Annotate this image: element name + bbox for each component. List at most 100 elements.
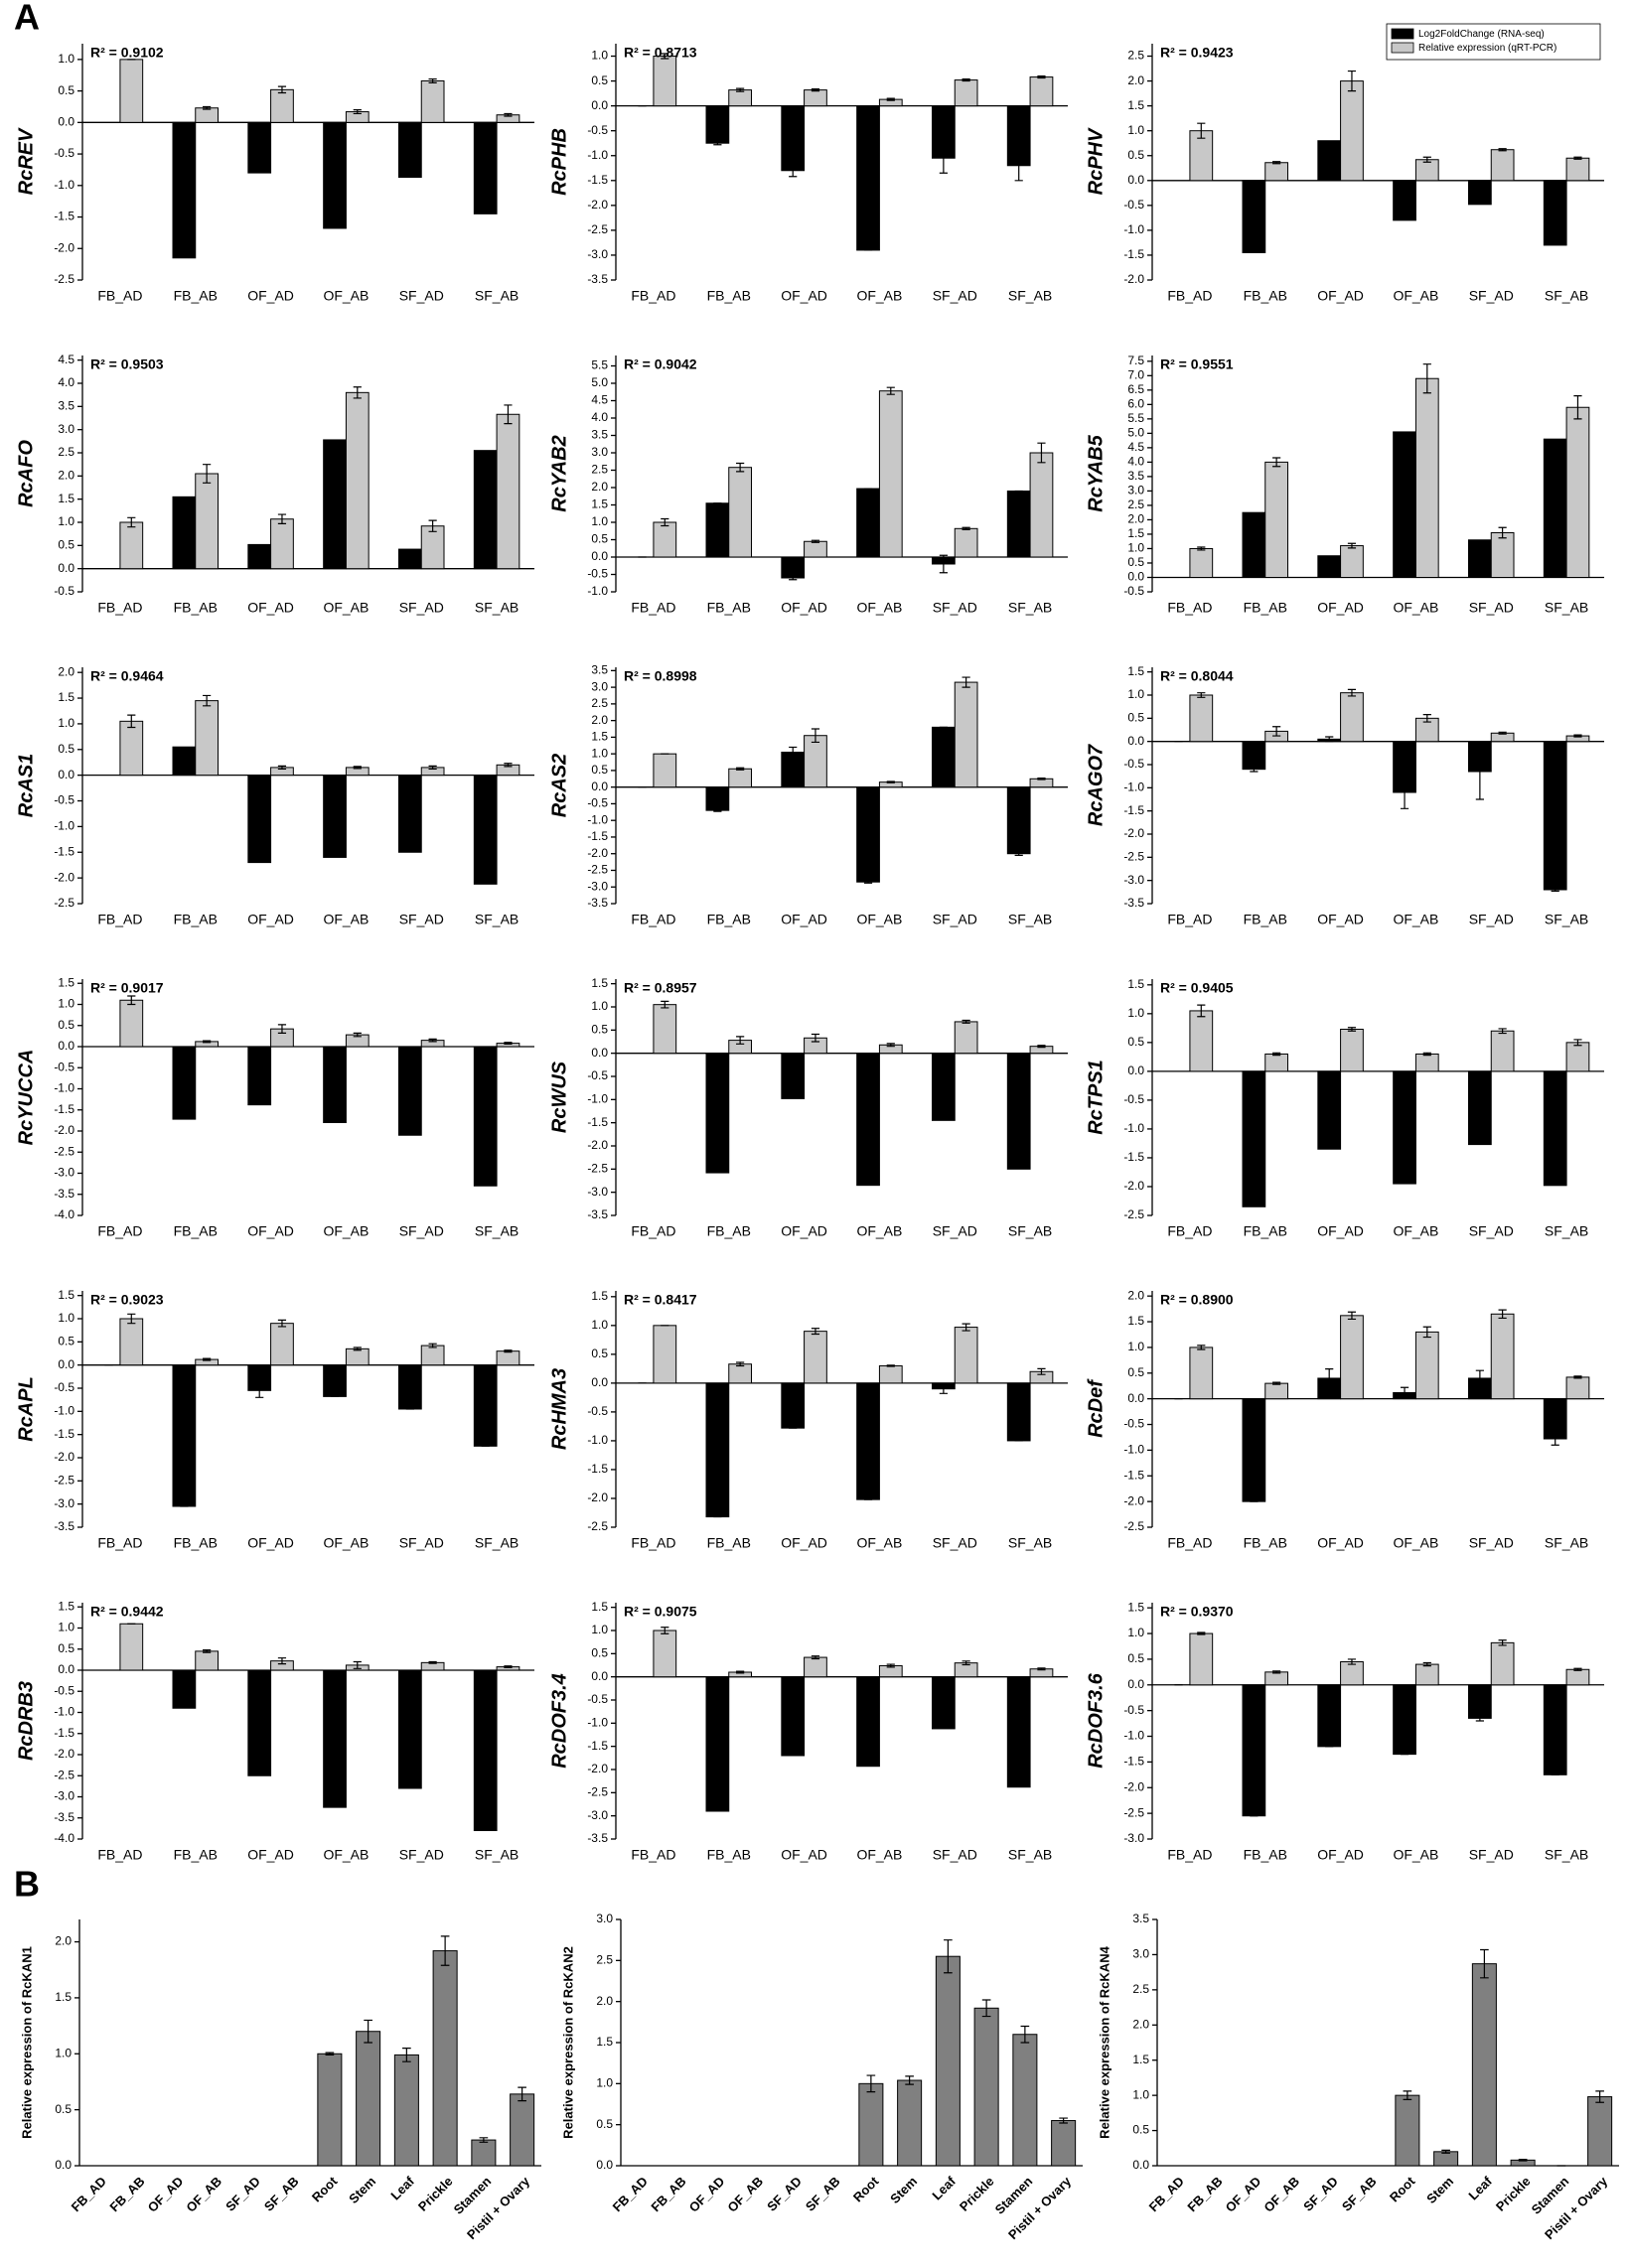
bar: [247, 1046, 272, 1106]
y-axis-label: RcDef: [1085, 1378, 1107, 1438]
bar: [1340, 1661, 1364, 1686]
bar: [1317, 1070, 1342, 1150]
x-tick-label: FB_AB: [707, 288, 751, 304]
y-tick-label: -3.0: [587, 879, 608, 893]
y-tick-label: -0.5: [1123, 198, 1144, 212]
y-tick-label: 0.5: [591, 73, 608, 87]
error-bar: [1197, 546, 1206, 551]
y-tick-label: 1.5: [58, 690, 74, 704]
x-tick-label: OF_AB: [1393, 1535, 1438, 1551]
error-bar: [504, 1665, 513, 1669]
error-bar: [1272, 1052, 1281, 1057]
y-tick-label: 2.5: [1127, 497, 1144, 511]
bar: [473, 121, 498, 214]
x-tick-label: FB_AD: [1167, 288, 1212, 304]
error-bar: [713, 141, 722, 146]
bar: [323, 439, 347, 570]
y-tick-label: -1.0: [54, 178, 74, 192]
error-bar: [1551, 1432, 1559, 1446]
error-bar: [886, 386, 895, 395]
bar: [1189, 547, 1214, 578]
y-tick-label: 0.5: [58, 538, 74, 552]
legend-box: [1386, 23, 1601, 61]
y-tick-label: 0.0: [58, 561, 74, 575]
bar: [420, 1345, 445, 1366]
y-tick-label: -3.5: [54, 1519, 74, 1533]
y-tick-label: 1.5: [1127, 1314, 1144, 1328]
bar: [1317, 1684, 1342, 1748]
x-tick-label: SF_AB: [475, 1223, 519, 1239]
y-tick-label: -2.0: [587, 846, 608, 860]
y-tick-label: 1.0: [591, 1318, 608, 1332]
bar: [172, 1046, 197, 1120]
bar: [1565, 157, 1590, 182]
y-tick-label: -1.5: [587, 1739, 608, 1753]
x-tick-label: OF_AD: [781, 1847, 827, 1863]
x-tick-label: OF_AD: [781, 912, 827, 927]
x-tick-label: OF_AD: [1317, 1847, 1364, 1863]
bar: [323, 121, 347, 229]
error-bar: [713, 808, 722, 812]
y-tick-label: 0.0: [1127, 1391, 1144, 1405]
y-tick-label: -2.5: [54, 896, 74, 910]
y-tick-label: 0.5: [1127, 1035, 1144, 1049]
x-tick-label: FB_AD: [610, 2174, 651, 2214]
y-tick-label: 0.0: [596, 2158, 613, 2172]
y-tick-label: -2.0: [1123, 272, 1144, 286]
y-tick-label: 1.0: [1127, 123, 1144, 137]
y-tick-label: -1.5: [54, 210, 74, 223]
error-bar: [1498, 1028, 1507, 1035]
x-tick-label: FB_AB: [707, 1535, 751, 1551]
bar: [317, 2053, 343, 2167]
x-tick-label: Stem: [887, 2174, 920, 2206]
error-bar: [736, 767, 745, 771]
y-axis-label: RcREV: [15, 127, 37, 195]
y-tick-label: 0.0: [58, 768, 74, 781]
y-tick-label: 0.0: [591, 1046, 608, 1060]
error-bar: [203, 105, 212, 110]
y-tick-label: 1.0: [591, 999, 608, 1013]
error-bar: [127, 714, 136, 729]
y-tick-label: 0.5: [1132, 2123, 1149, 2137]
y-tick-label: -0.5: [587, 1068, 608, 1082]
bar: [270, 518, 294, 570]
x-tick-label: FB_AB: [707, 1847, 751, 1863]
error-bar: [789, 746, 798, 759]
y-axis-label: RcAFO: [15, 440, 37, 507]
y-tick-label: 0.0: [591, 1669, 608, 1683]
bar: [323, 1364, 347, 1397]
y-tick-label: -0.5: [587, 796, 608, 810]
error-bar: [440, 1935, 450, 1966]
error-bar: [886, 97, 895, 101]
bar: [1414, 1663, 1439, 1686]
y-axis-label: Relative expression of RcKAN4: [1097, 1945, 1111, 2138]
x-tick-label: SF_AB: [1545, 1535, 1588, 1551]
y-axis-label: RcDRB3: [15, 1681, 37, 1761]
error-bar: [886, 1663, 895, 1668]
error-bar: [353, 1032, 362, 1038]
x-tick-label: FB_AB: [648, 2174, 688, 2214]
bar: [172, 121, 197, 259]
error-bar: [428, 519, 437, 532]
error-bar: [1272, 726, 1281, 737]
error-bar: [1347, 1027, 1357, 1032]
y-tick-label: -2.0: [54, 240, 74, 254]
bar: [1565, 1376, 1590, 1400]
bar: [1490, 532, 1515, 578]
error-bar: [203, 1357, 212, 1361]
x-tick-label: SF_AD: [1469, 912, 1514, 927]
annotation: R² = 0.8417: [624, 1292, 697, 1308]
error-bar: [1400, 776, 1409, 809]
x-tick-label: FB_AD: [631, 288, 675, 304]
y-tick-label: 6.5: [1127, 382, 1144, 396]
y-tick-label: -2.5: [587, 1162, 608, 1176]
error-bar: [1422, 363, 1431, 394]
x-tick-label: OF_AB: [183, 2174, 224, 2215]
error-bar: [402, 2048, 411, 2062]
bar: [856, 105, 880, 251]
y-tick-label: -3.0: [1123, 1831, 1144, 1845]
x-tick-label: FB_AD: [69, 2174, 109, 2214]
y-tick-label: 0.5: [58, 83, 74, 97]
bar: [856, 1053, 880, 1187]
error-bar: [886, 1043, 895, 1048]
